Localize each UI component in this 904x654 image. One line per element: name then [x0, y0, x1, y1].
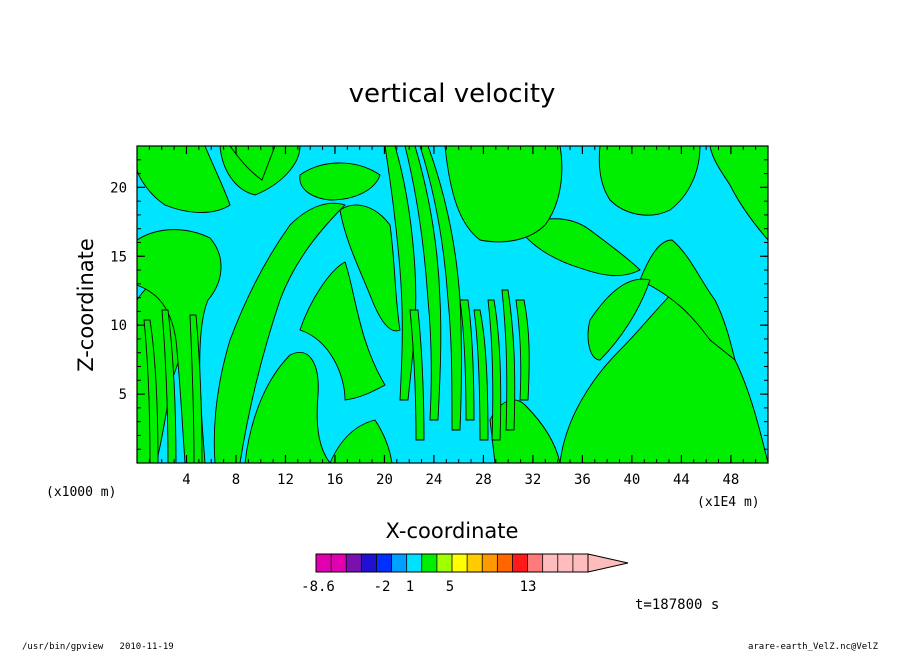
positive-region	[229, 146, 276, 181]
x-tick-label: 44	[673, 472, 690, 488]
colorbar-segment	[436, 554, 453, 572]
positive-region	[213, 202, 346, 463]
colorbar-label: 13	[520, 579, 537, 595]
x-tick-label: 40	[623, 472, 640, 488]
y-tick-label: 20	[110, 180, 127, 196]
positive-region	[519, 218, 641, 277]
colorbar-segment	[421, 554, 438, 572]
positive-region	[384, 146, 417, 401]
positive-region	[487, 299, 502, 441]
colorbar-label: -2	[374, 579, 391, 595]
plot-frame	[136, 145, 769, 464]
colorbar-segment	[391, 554, 407, 572]
colorbar-segment	[467, 554, 483, 572]
y-tick-labels: 5 10 15 20	[110, 180, 127, 403]
colorbar	[315, 553, 629, 573]
colorbar-frame	[315, 553, 589, 573]
x-tick-label: 36	[574, 472, 591, 488]
time-label: t=187800 s	[635, 597, 719, 613]
footer-left: /usr/bin/gpview 2010-11-19	[22, 642, 174, 652]
colorbar-segment	[482, 554, 498, 572]
y-tick-label: 15	[110, 249, 127, 265]
positive-region	[143, 319, 159, 463]
y-tick-label: 5	[119, 387, 127, 403]
colorbar-segment	[331, 554, 347, 572]
x-tick-label: 24	[426, 472, 443, 488]
colorbar-segment	[361, 554, 377, 572]
colorbar-segment	[572, 554, 589, 572]
x-tick-label: 12	[277, 472, 294, 488]
x-tick-label: 8	[232, 472, 240, 488]
positive-region	[339, 204, 401, 332]
positive-region	[419, 146, 462, 431]
positive-region	[161, 309, 177, 463]
y-tick-label: 10	[110, 318, 127, 334]
footer-right: arare-earth_VelZ.nc@VelZ	[747, 642, 878, 652]
x-tick-label: 48	[722, 472, 739, 488]
colorbar-segment	[497, 554, 513, 572]
y-axis-label: Z-coordinate	[74, 238, 98, 372]
colorbar-segment	[452, 554, 468, 572]
colorbar-label: 1	[406, 579, 414, 595]
colorbar-segment	[316, 554, 332, 572]
colorbar-segment	[376, 554, 392, 572]
x-axis-label: X-coordinate	[386, 519, 519, 543]
colorbar-segment	[557, 554, 574, 572]
x-unit-right: (x1E4 m)	[697, 495, 760, 510]
positive-region	[473, 309, 489, 441]
colorbar-label: 5	[446, 579, 454, 595]
colorbar-label: -8.6	[301, 579, 335, 595]
axis-ticks	[137, 146, 768, 463]
positive-region	[299, 162, 381, 201]
colorbar-segment	[406, 554, 423, 572]
positive-region	[459, 299, 475, 421]
positive-region	[189, 314, 203, 463]
positive-region	[501, 289, 516, 431]
positive-region	[515, 299, 530, 401]
positive-region	[137, 146, 231, 213]
positive-regions	[137, 146, 768, 463]
contour-field	[137, 146, 768, 463]
x-unit-left: (x1000 m)	[46, 485, 116, 500]
positive-region	[598, 146, 701, 216]
colorbar-segment	[542, 554, 559, 572]
x-tick-label: 16	[327, 472, 344, 488]
positive-region	[639, 239, 736, 362]
colorbar-labels: -8.6 -2 1 5 13	[301, 579, 536, 595]
x-tick-label: 20	[376, 472, 393, 488]
positive-region	[709, 146, 768, 241]
colorbar-segment	[346, 554, 362, 572]
positive-region	[409, 309, 425, 441]
positive-region	[244, 352, 331, 463]
colorbar-segment	[512, 554, 528, 572]
positive-region	[404, 146, 442, 421]
colorbar-arrow	[587, 553, 629, 573]
chart-title: vertical velocity	[349, 79, 556, 109]
positive-region	[587, 278, 651, 361]
positive-region	[329, 419, 393, 463]
colorbar-segment	[527, 554, 543, 572]
x-tick-label: 28	[475, 472, 492, 488]
positive-region	[444, 146, 563, 243]
x-tick-labels: 4 8 12 16 20 24 28 32 36 40 44 48	[182, 472, 739, 488]
x-tick-label: 32	[524, 472, 541, 488]
x-tick-label: 4	[182, 472, 190, 488]
positive-region	[299, 261, 386, 401]
